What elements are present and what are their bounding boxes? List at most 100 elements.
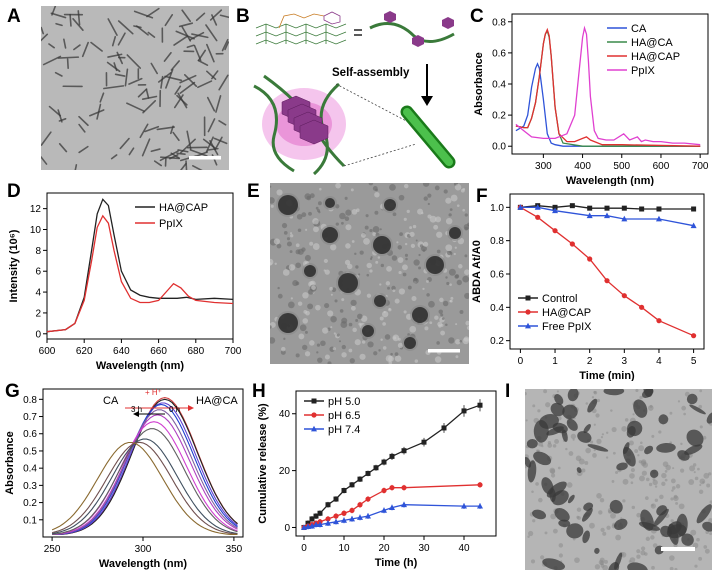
tem-texture-dot — [596, 493, 602, 499]
tem-texture-dot — [413, 259, 419, 265]
tem-texture-dot — [395, 355, 401, 361]
tem-texture-dot — [327, 361, 331, 364]
tem-texture-dot — [298, 302, 302, 306]
tem-texture-dot — [661, 473, 666, 478]
h-x-tick-label: 0 — [301, 543, 307, 554]
tem-rod — [91, 43, 102, 51]
c-x-tick-label: 600 — [653, 161, 670, 172]
tem-texture-dot — [345, 210, 351, 216]
tem-texture-dot — [429, 321, 432, 324]
tem-texture-dot — [600, 528, 604, 532]
tem-texture-dot — [407, 210, 410, 213]
tem-texture-dot — [330, 244, 336, 250]
tem-texture-dot — [358, 273, 360, 275]
tem-texture-dot — [589, 523, 595, 529]
tem-blob — [631, 397, 650, 419]
tem-texture-dot — [527, 536, 529, 538]
c-legend-label: HA@CA — [631, 37, 673, 49]
polymer-chain-icon — [370, 11, 454, 47]
tem-sphere — [278, 195, 298, 215]
tem-texture-dot — [581, 468, 585, 472]
schematic-b: Self-assembly — [244, 6, 462, 176]
tem-texture-dot — [604, 560, 608, 564]
tem-texture-dot — [584, 461, 588, 465]
assembled-nanostructure-graphic — [254, 76, 346, 174]
tem-texture-dot — [706, 483, 710, 487]
tem-texture-dot — [339, 213, 346, 220]
tem-texture-dot — [396, 241, 398, 243]
g-x-axis-label: Wavelength (nm) — [99, 558, 188, 570]
tem-rod — [161, 77, 163, 88]
f-y-tick-label: 0.4 — [490, 303, 504, 314]
tem-texture-dot — [694, 471, 696, 473]
tem-texture-dot — [302, 345, 307, 350]
tem-rod — [174, 36, 187, 45]
tem-texture-dot — [595, 413, 599, 417]
tem-texture-dot — [526, 419, 528, 421]
tem-rod — [197, 13, 205, 20]
tem-texture-dot — [451, 195, 458, 202]
tem-texture-dot — [413, 278, 419, 284]
h-y-tick-label: 0 — [284, 523, 290, 534]
tem-texture-dot — [423, 183, 430, 187]
tem-texture-dot — [577, 516, 581, 520]
tem-texture-dot — [333, 347, 336, 350]
tem-texture-dot — [606, 456, 608, 458]
tem-texture-dot — [349, 349, 353, 353]
tem-texture-dot — [399, 195, 405, 201]
tem-texture-dot — [600, 498, 604, 502]
h-legend-marker — [312, 399, 317, 404]
tem-rod — [108, 19, 117, 35]
tem-texture-dot — [374, 192, 379, 197]
tem-texture-dot — [699, 390, 702, 393]
tem-texture-dot — [688, 479, 694, 485]
tem-rod — [112, 155, 117, 159]
tem-texture-dot — [651, 503, 656, 508]
tem-texture-dot — [597, 399, 600, 402]
inset-time-0h: 0 h — [169, 405, 180, 414]
tem-sphere — [404, 337, 416, 349]
tem-texture-dot — [345, 224, 351, 230]
tem-texture-dot — [351, 306, 356, 311]
d-x-tick-label: 640 — [113, 346, 130, 357]
tem-texture-dot — [441, 324, 444, 327]
d-y-tick-label: 12 — [30, 204, 42, 215]
tem-rod — [125, 69, 127, 85]
tem-texture-dot — [548, 441, 551, 444]
tem-texture-dot — [312, 218, 319, 225]
f-y-tick-label: 0.8 — [490, 236, 504, 247]
tem-texture-dot — [362, 340, 365, 343]
g-y-tick-label: 0.3 — [23, 481, 37, 492]
f-x-tick-label: 5 — [691, 356, 697, 367]
tem-texture-dot — [395, 299, 400, 304]
tem-texture-dot — [442, 317, 445, 320]
tem-texture-dot — [403, 273, 407, 277]
d-y-tick-label: 10 — [30, 225, 42, 236]
tem-rod — [64, 39, 66, 48]
tem-texture-dot — [672, 486, 676, 490]
tem-texture-dot — [361, 233, 366, 238]
f-x-axis-label: Time (min) — [579, 370, 635, 381]
d-y-tick-label: 8 — [35, 246, 41, 257]
f-x-tick-label: 0 — [518, 356, 524, 367]
g-y-tick-label: 0.8 — [23, 395, 37, 406]
tem-texture-dot — [646, 537, 650, 541]
tem-texture-dot — [295, 262, 301, 268]
tem-rod — [143, 139, 150, 156]
tem-sphere — [412, 307, 428, 323]
scale-bar-a — [189, 156, 221, 160]
tem-texture-dot — [639, 475, 645, 481]
tem-texture-dot — [678, 400, 680, 402]
tem-texture-dot — [610, 513, 616, 519]
tem-texture-dot — [330, 326, 332, 328]
tem-rod — [79, 125, 85, 132]
tem-texture-dot — [465, 321, 469, 326]
tem-texture-dot — [341, 318, 347, 324]
f-y-axis-label: ABDA At/A0 — [471, 240, 483, 303]
tem-texture-dot — [622, 499, 625, 502]
tem-texture-dot — [322, 327, 328, 333]
tem-texture-dot — [420, 244, 423, 247]
